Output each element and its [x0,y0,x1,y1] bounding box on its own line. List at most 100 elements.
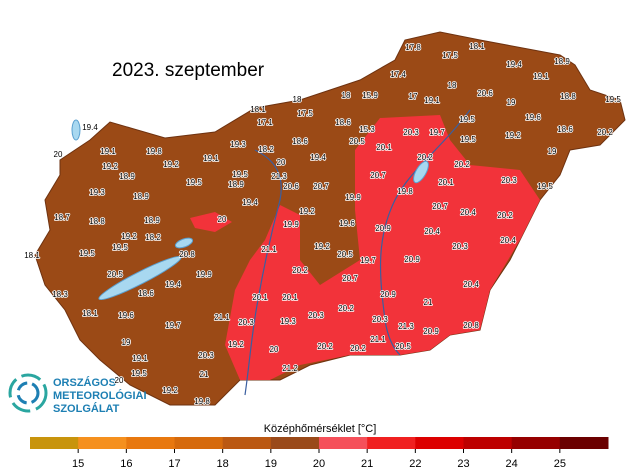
station-value: 17.5 [297,109,313,118]
legend-swatch [415,437,464,449]
legend-swatch [463,437,513,449]
station-value: 17.8 [405,43,421,52]
legend-swatch [511,437,561,449]
legend-tick-label: 20 [313,458,325,470]
station-value: 17 [409,92,418,101]
legend-swatch [126,437,175,449]
station-value: 19.6 [525,113,541,122]
legend-swatch [319,437,368,449]
station-value: 20.7 [313,182,329,191]
station-value: 19.7 [360,256,376,265]
station-value: 15.3 [359,125,375,134]
station-value: 20 [277,158,286,167]
station-value: 18.8 [560,92,576,101]
station-value: 20 [270,345,279,354]
station-value: 18.9 [119,172,135,181]
station-value: 19.3 [280,317,296,326]
station-value: 20.6 [283,182,299,191]
station-value: 19.5 [79,249,95,258]
station-value: 19.3 [89,188,105,197]
station-value: 20.7 [370,171,386,180]
station-value: 20.4 [500,236,516,245]
stations: 17.8 17.5 18.1 19.4 18.9 17.4 15.9 17 19.1 18 20.6… [23,41,622,407]
station-value: 19.1 [100,147,116,156]
station-value: 21 [200,370,209,379]
logo-text: ORSZÁGOS [53,376,116,389]
map-title: 2023. szeptember [112,60,265,81]
river [244,149,282,396]
station-value: 19.1 [533,72,549,81]
station-value: 19.5 [186,178,202,187]
station-value: 19.5 [459,115,475,124]
logo-text: METEOROLÓGIAI [53,389,147,402]
station-value: 20.9 [380,290,396,299]
station-value: 19.2 [228,340,244,349]
station-value: 20.2 [417,153,433,162]
station-value: 19 [548,147,557,156]
station-value: 20.1 [252,293,268,302]
legend-swatch [222,437,272,449]
legend-swatch [30,437,79,449]
station-value: 19.2 [121,232,137,241]
station-value: 19.9 [283,220,299,229]
station-value: 19.5 [232,170,248,179]
station-value: 20.3 [308,311,324,320]
legend-tick-label: 17 [168,458,180,470]
station-value: 19.2 [102,162,118,171]
station-value: 18.1 [24,251,40,260]
station-value: 21.2 [282,364,298,373]
station-value: 20.4 [463,280,479,289]
legend-tick-label: 16 [120,458,132,470]
station-value: 18.9 [133,192,149,201]
lake-ferto [71,119,81,141]
station-value: 17.5 [442,51,458,60]
warm-region [225,115,540,380]
station-value: 20.7 [342,274,358,283]
warm-region [190,212,232,232]
station-value: 20.8 [463,321,479,330]
station-value: 19.6 [118,311,134,320]
station-value: 20.2 [597,128,613,137]
river [379,109,471,356]
station-value: 19.2 [299,207,315,216]
station-value: 19.5 [460,135,476,144]
legend-tick-label: 23 [457,458,469,470]
station-value: 19.5 [131,369,147,378]
station-value: 21 [424,298,433,307]
station-value: 19.4 [506,60,522,69]
station-value: 21.3 [271,172,287,181]
station-value: 19.4 [310,153,326,162]
station-value: 20.9 [404,255,420,264]
station-value: 18.6 [335,118,351,127]
station-value: 20.1 [282,293,298,302]
station-value: 19.7 [429,128,445,137]
legend-title: Középhőmérséklet [°C] [264,423,377,435]
station-value: 21.1 [370,335,386,344]
station-value: 18 [342,91,351,100]
station-value: 19.1 [203,154,219,163]
legend-tick-label: 22 [409,458,421,470]
legend-tick-label: 24 [506,458,518,470]
station-value: 21.1 [261,245,277,254]
station-value: 20.3 [238,318,254,327]
station-value: 20.5 [337,250,353,259]
legend-swatch [367,437,416,449]
station-value: 19.4 [165,280,181,289]
station-value: 18.8 [89,217,105,226]
station-value: 20.5 [107,270,123,279]
station-value: 19.9 [196,270,212,279]
station-value: 18.1 [250,105,266,114]
station-value: 18.2 [145,233,161,242]
station-value: 19.2 [314,242,330,251]
station-value: 19.3 [230,140,246,149]
station-value: 18.6 [557,125,573,134]
legend-tick-label: 19 [265,458,277,470]
station-value: 20.6 [477,89,493,98]
station-value: 18.9 [228,180,244,189]
station-value: 18.2 [258,145,274,154]
station-value: 20 [54,150,63,159]
logo-mark [16,381,40,405]
legend-tick-label: 15 [72,458,84,470]
